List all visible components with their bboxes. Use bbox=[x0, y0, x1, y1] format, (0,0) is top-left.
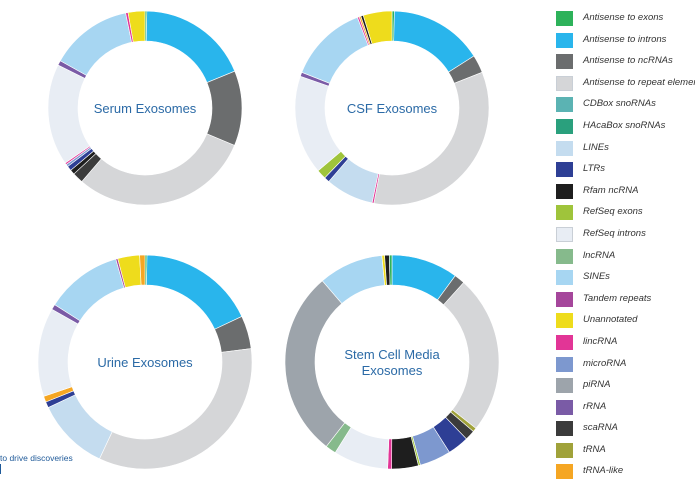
legend-label: SINEs bbox=[583, 271, 610, 283]
slice-antisense-to-repeat-elements bbox=[443, 282, 500, 429]
legend-swatch bbox=[556, 248, 573, 264]
slice-antisense-to-introns bbox=[393, 10, 475, 73]
slice-sines bbox=[54, 258, 125, 322]
legend-swatch bbox=[556, 205, 573, 221]
legend-label: microRNA bbox=[583, 357, 627, 369]
legend-item: SINEs bbox=[556, 267, 695, 289]
legend-item: Unannotated bbox=[556, 310, 695, 332]
slice-antisense-to-ncrnas bbox=[206, 70, 243, 146]
legend-label: rRNA bbox=[583, 400, 607, 412]
legend-item: Rfam ncRNA bbox=[556, 181, 695, 203]
legend-label: tRNA-like bbox=[583, 465, 624, 477]
legend-item: Antisense to exons bbox=[556, 8, 695, 30]
chart-title: Stem Cell Media bbox=[344, 347, 440, 362]
slice-antisense-to-introns bbox=[146, 254, 243, 330]
legend-label: Tandem repeats bbox=[583, 292, 652, 304]
legend-item: piRNA bbox=[556, 375, 695, 397]
legend-item: CDBox snoRNAs bbox=[556, 94, 695, 116]
legend-label: piRNA bbox=[583, 379, 611, 391]
slice-antisense-to-repeat-elements bbox=[373, 71, 490, 206]
legend-swatch bbox=[556, 140, 573, 156]
legend-label: CDBox snoRNAs bbox=[583, 98, 656, 110]
legend-swatch bbox=[556, 356, 573, 372]
legend-item: microRNA bbox=[556, 354, 695, 376]
legend-swatch bbox=[556, 270, 573, 286]
legend-swatch bbox=[556, 183, 573, 199]
legend-item: LINEs bbox=[556, 138, 695, 160]
legend-item: RefSeq exons bbox=[556, 202, 695, 224]
legend-swatch bbox=[556, 378, 573, 394]
legend-swatch bbox=[556, 313, 573, 329]
legend-swatch bbox=[556, 11, 573, 26]
donut-serum-exosomes: Serum Exosomes bbox=[47, 10, 243, 206]
legend-label: Antisense to repeat elemen bbox=[583, 76, 695, 88]
slice-pirna bbox=[284, 280, 346, 447]
legend-item: tRNA bbox=[556, 440, 695, 462]
legend-label: scaRNA bbox=[583, 422, 618, 434]
legend-label: lncRNA bbox=[583, 249, 616, 261]
legend-item: lincRNA bbox=[556, 332, 695, 354]
legend-label: Antisense to introns bbox=[583, 33, 667, 45]
legend-swatch bbox=[556, 118, 573, 134]
legend-label: Antisense to ncRNAs bbox=[583, 55, 673, 67]
slice-antisense-to-repeat-elements bbox=[81, 133, 235, 206]
legend-swatch bbox=[556, 32, 573, 48]
legend-label: lincRNA bbox=[583, 335, 618, 347]
legend-item: HAcaBox snoRNAs bbox=[556, 116, 695, 138]
legend-label: RefSeq introns bbox=[583, 227, 646, 239]
legend-swatch bbox=[556, 97, 573, 113]
legend-item: Antisense to introns bbox=[556, 30, 695, 52]
donut-csf-exosomes: CSF Exosomes bbox=[294, 10, 490, 206]
footer-accent-bar bbox=[0, 464, 1, 474]
donut-urine-exosomes: Urine Exosomes bbox=[37, 254, 253, 470]
legend-item: scaRNA bbox=[556, 418, 695, 440]
slice-sines bbox=[59, 12, 132, 76]
chart-title: Exosomes bbox=[362, 363, 423, 378]
legend-item: Tandem repeats bbox=[556, 289, 695, 311]
slice-sines bbox=[301, 16, 369, 84]
chart-title: Serum Exosomes bbox=[94, 101, 197, 116]
legend-label: tRNA bbox=[583, 443, 606, 455]
legend-label: HAcaBox snoRNAs bbox=[583, 119, 666, 131]
legend-label: Rfam ncRNA bbox=[583, 184, 639, 196]
chart-title: CSF Exosomes bbox=[347, 101, 438, 116]
slice-trna-like bbox=[139, 254, 146, 286]
legend-swatch bbox=[556, 226, 573, 242]
legend-swatch bbox=[556, 442, 573, 458]
legend-swatch bbox=[556, 54, 573, 70]
legend-swatch bbox=[556, 421, 573, 437]
slice-unannotated bbox=[362, 10, 393, 45]
legend-swatch bbox=[556, 464, 573, 480]
legend-item: lncRNA bbox=[556, 246, 695, 268]
legend-item: LTRs bbox=[556, 159, 695, 181]
legend-swatch bbox=[556, 334, 573, 350]
legend-item: tRNA-like bbox=[556, 461, 695, 483]
slice-refseq-introns bbox=[47, 64, 91, 164]
footer-tagline: to drive discoveries bbox=[0, 453, 73, 463]
legend-swatch bbox=[556, 75, 573, 91]
legend-label: RefSeq exons bbox=[583, 206, 643, 218]
slice-unannotated bbox=[127, 10, 146, 43]
legend-swatch bbox=[556, 291, 573, 307]
legend-label: LINEs bbox=[583, 141, 609, 153]
legend: Antisense to exons Antisense to introns An… bbox=[556, 8, 695, 498]
slice-lines bbox=[47, 394, 113, 460]
legend-label: Unannotated bbox=[583, 314, 638, 326]
slice-refseq-introns bbox=[37, 308, 79, 397]
slice-refseq-introns bbox=[294, 75, 342, 172]
legend-item: rRNA bbox=[556, 397, 695, 419]
legend-label: Antisense to exons bbox=[583, 12, 664, 23]
legend-label: LTRs bbox=[583, 163, 605, 175]
slice-antisense-to-introns bbox=[145, 10, 236, 83]
legend-item: RefSeq introns bbox=[556, 224, 695, 246]
legend-swatch bbox=[556, 399, 573, 415]
legend-item: Antisense to repeat elemen bbox=[556, 73, 695, 95]
slice-antisense-to-exons bbox=[388, 254, 393, 286]
legend-swatch bbox=[556, 162, 573, 178]
legend-item: Antisense to ncRNAs bbox=[556, 51, 695, 73]
chart-title: Urine Exosomes bbox=[97, 355, 193, 370]
